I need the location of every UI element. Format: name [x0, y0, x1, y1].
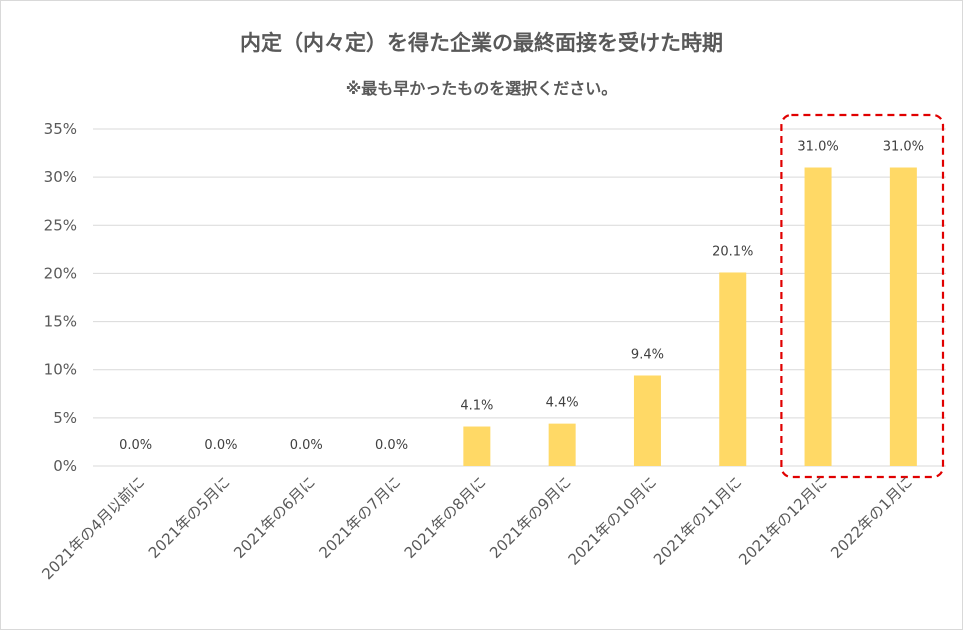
bar	[633, 375, 661, 466]
data-label: 9.4%	[631, 347, 664, 362]
data-label: 0.0%	[290, 438, 323, 453]
y-tick-label: 25%	[44, 216, 77, 234]
bar	[804, 167, 832, 466]
chart-title: 内定（内々定）を得た企業の最終面接を受けた時期	[240, 31, 723, 55]
x-tick-label: 2022年の1月に	[827, 473, 916, 562]
bar	[889, 167, 917, 466]
bar	[719, 272, 747, 466]
bar	[463, 426, 491, 466]
data-label: 31.0%	[883, 140, 924, 155]
data-label: 4.4%	[546, 396, 579, 411]
x-tick-label: 2021年の12月に	[735, 473, 831, 569]
y-tick-label: 5%	[53, 409, 77, 427]
data-label: 20.1%	[712, 244, 753, 259]
x-tick-label: 2021年の8月に	[401, 473, 490, 562]
data-label: 4.1%	[460, 399, 493, 414]
y-tick-label: 35%	[44, 120, 77, 138]
y-tick-label: 15%	[44, 313, 77, 331]
y-tick-label: 20%	[44, 264, 77, 282]
data-label: 0.0%	[204, 438, 237, 453]
bar	[548, 423, 576, 466]
highlight-box	[780, 113, 945, 479]
x-tick-label: 2021年の11月に	[650, 473, 746, 569]
chart-subtitle: ※最も早かったものを選択ください。	[345, 79, 618, 98]
x-tick-label: 2021年の5月に	[145, 473, 234, 562]
x-tick-label: 2021年の7月に	[315, 473, 404, 562]
x-tick-label: 2021年の6月に	[230, 473, 319, 562]
data-label: 0.0%	[119, 438, 152, 453]
x-tick-label: 2021年の9月に	[486, 473, 575, 562]
y-tick-label: 10%	[44, 361, 77, 379]
data-label: 31.0%	[797, 140, 838, 155]
x-tick-label: 2021年の10月に	[565, 473, 661, 569]
y-tick-label: 0%	[53, 457, 77, 475]
y-tick-label: 30%	[44, 168, 77, 186]
x-tick-label: 2021年の4月以前に	[38, 473, 148, 583]
data-label: 0.0%	[375, 438, 408, 453]
